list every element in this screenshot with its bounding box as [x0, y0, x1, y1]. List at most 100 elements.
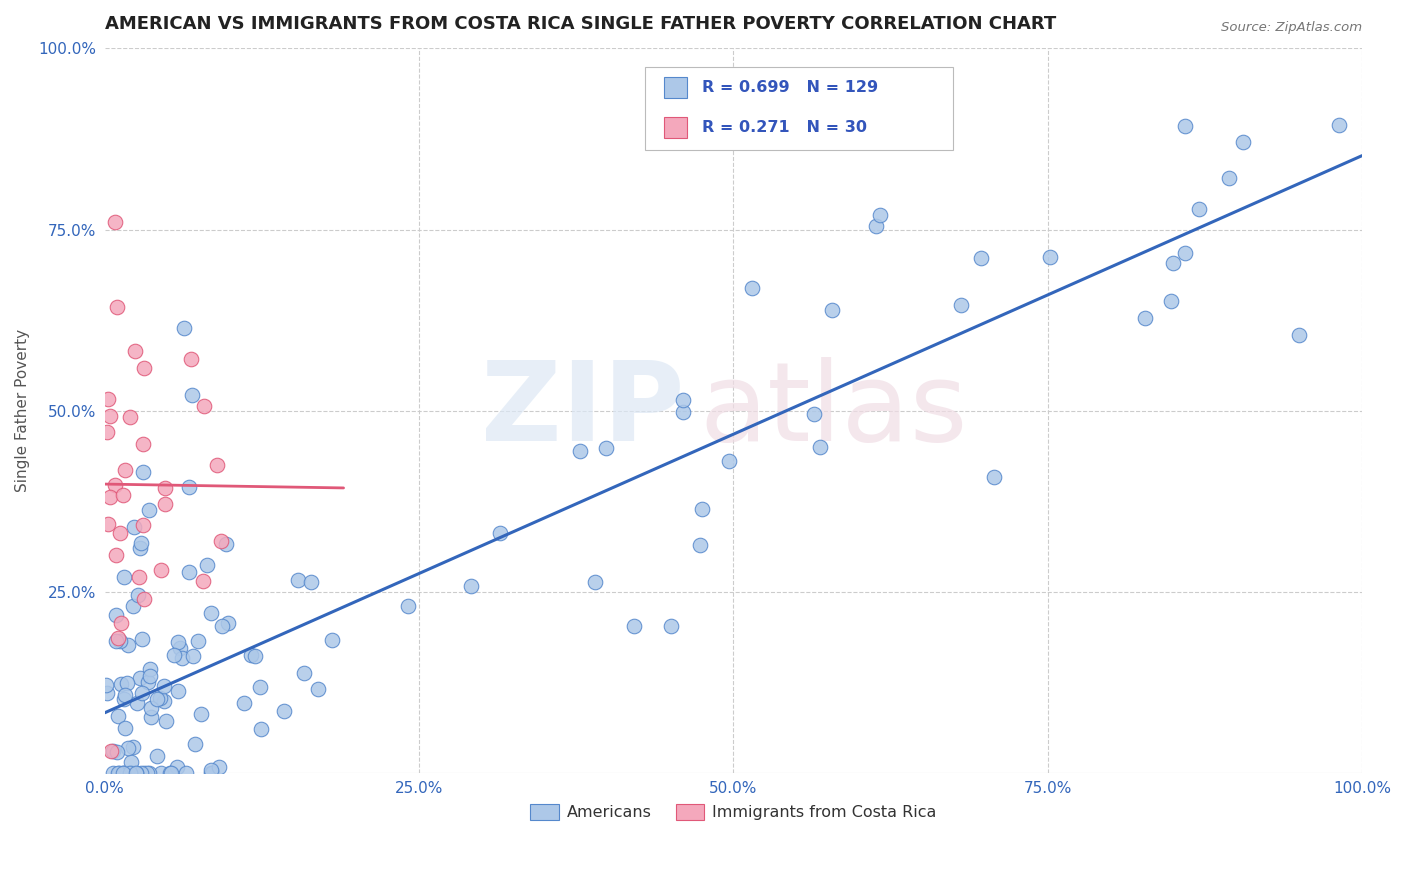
Point [132, 766, 155, 780]
Point [595, 442, 617, 456]
Point [111, 488, 134, 502]
Point [273, 704, 295, 718]
Point [125, 766, 148, 780]
Point [1232, 135, 1254, 149]
Point [741, 281, 763, 295]
Text: R = 0.271   N = 30: R = 0.271 N = 30 [702, 120, 868, 135]
FancyBboxPatch shape [664, 78, 686, 98]
Point [208, 760, 231, 774]
Point [153, 693, 176, 707]
Point [488, 526, 510, 541]
Point [149, 563, 172, 577]
Point [287, 573, 309, 587]
Point [187, 633, 209, 648]
Point [672, 392, 695, 407]
Point [172, 651, 194, 665]
Point [114, 463, 136, 477]
Point [98, 409, 121, 423]
Point [120, 766, 142, 780]
Y-axis label: Single Father Poverty: Single Father Poverty [15, 329, 30, 492]
Point [307, 682, 329, 697]
Point [134, 361, 156, 376]
Point [94, 678, 117, 692]
Point [97, 392, 120, 406]
Point [129, 536, 152, 550]
Point [111, 766, 134, 780]
FancyBboxPatch shape [645, 67, 953, 150]
Point [155, 714, 177, 728]
Point [1188, 202, 1211, 216]
Point [209, 533, 232, 548]
Point [101, 766, 124, 780]
Point [100, 744, 122, 758]
Point [159, 766, 181, 780]
Point [122, 739, 145, 754]
Point [190, 707, 212, 722]
Point [240, 648, 263, 662]
Point [1160, 293, 1182, 308]
Point [321, 633, 343, 648]
Point [124, 766, 146, 780]
Point [117, 766, 139, 780]
Point [138, 503, 160, 517]
Point [460, 579, 482, 593]
Point [803, 408, 825, 422]
Point [105, 745, 128, 759]
Point [132, 518, 155, 533]
Point [193, 399, 215, 413]
Point [211, 619, 233, 633]
Point [1327, 118, 1350, 132]
Point [869, 208, 891, 222]
Point [128, 569, 150, 583]
Point [117, 638, 139, 652]
Point [1218, 171, 1240, 186]
Point [249, 681, 271, 695]
Point [200, 763, 222, 777]
Point [110, 677, 132, 691]
Point [250, 722, 273, 736]
Point [149, 690, 172, 705]
Point [121, 599, 143, 614]
Text: atlas: atlas [700, 358, 969, 464]
Point [112, 570, 135, 584]
Point [167, 635, 190, 649]
Point [131, 632, 153, 646]
Point [200, 766, 222, 780]
Point [149, 766, 172, 780]
Point [1161, 255, 1184, 269]
Point [104, 478, 127, 492]
Point [138, 662, 160, 676]
Point [105, 633, 128, 648]
Point [124, 766, 146, 780]
Point [689, 538, 711, 552]
Point [145, 749, 167, 764]
Point [104, 608, 127, 623]
Point [195, 558, 218, 573]
Point [623, 619, 645, 633]
Point [169, 640, 191, 655]
Point [180, 388, 202, 402]
Point [127, 696, 149, 710]
Point [139, 701, 162, 715]
Point [808, 440, 831, 454]
Point [98, 490, 121, 504]
Point [108, 633, 131, 648]
Text: ZIP: ZIP [481, 358, 685, 464]
Point [135, 766, 157, 780]
Point [292, 666, 315, 681]
Point [717, 454, 740, 468]
Point [107, 631, 129, 645]
Point [180, 351, 202, 366]
Point [132, 436, 155, 450]
Point [155, 496, 177, 510]
Point [117, 741, 139, 756]
Point [1174, 246, 1197, 260]
Point [207, 458, 229, 473]
Point [97, 517, 120, 532]
Point [139, 710, 162, 724]
Legend: Americans, Immigrants from Costa Rica: Americans, Immigrants from Costa Rica [523, 797, 943, 827]
Point [1133, 311, 1156, 326]
Point [217, 616, 239, 631]
Point [163, 648, 186, 663]
Point [101, 744, 124, 758]
